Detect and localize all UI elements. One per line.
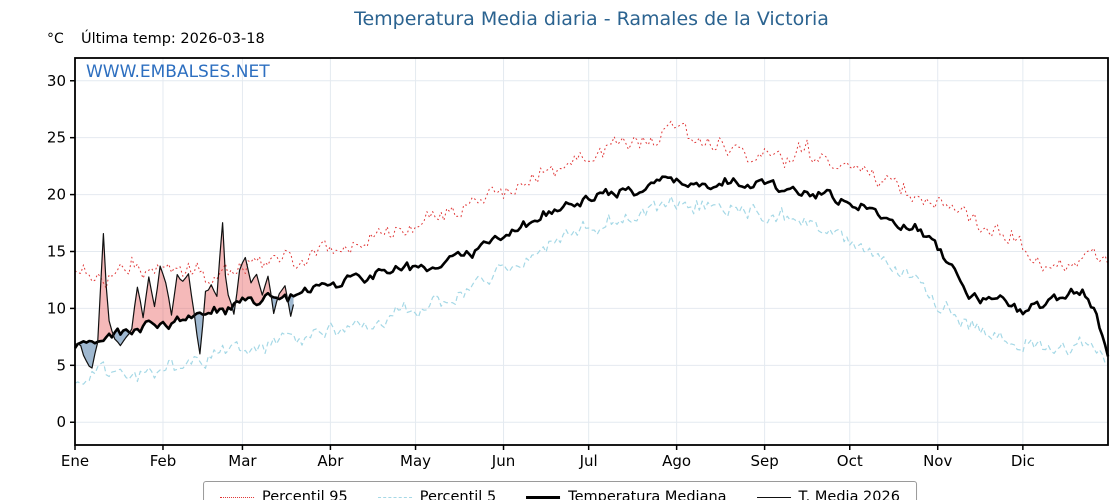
legend-item-media-2026: T. Media 2026 bbox=[756, 489, 900, 500]
series-line-t-media-2026 bbox=[74, 222, 295, 369]
percentil-5-line-sample bbox=[377, 496, 412, 498]
y-tick-label: 0 bbox=[56, 413, 66, 431]
x-tick-label: Mar bbox=[228, 452, 257, 470]
legend: Percentil 95 Percentil 5 Temperatura Med… bbox=[203, 481, 917, 500]
legend-label-percentil-95: Percentil 95 bbox=[262, 489, 348, 500]
y-tick-label: 5 bbox=[56, 356, 66, 374]
media-2026-line-sample bbox=[756, 496, 791, 498]
x-tick-label: Feb bbox=[150, 452, 177, 470]
percentil-95-line-sample bbox=[220, 496, 255, 498]
x-tick-label: Dic bbox=[1011, 452, 1035, 470]
legend-label-percentil-5: Percentil 5 bbox=[419, 489, 497, 500]
y-axis-unit-label: °C bbox=[47, 31, 64, 47]
legend-item-percentil-5: Percentil 5 bbox=[377, 489, 497, 500]
x-tick-label: Ene bbox=[61, 452, 89, 470]
x-tick-label: Jun bbox=[491, 452, 515, 470]
mediana-line-sample bbox=[526, 495, 561, 499]
x-tick-label: Abr bbox=[317, 452, 344, 470]
series-line-temperatura-mediana bbox=[73, 175, 1110, 357]
x-tick-label: Sep bbox=[750, 452, 778, 470]
x-tick-label: Jul bbox=[579, 452, 598, 470]
x-tick-label: Ago bbox=[662, 452, 691, 470]
x-tick-label: Nov bbox=[923, 452, 952, 470]
x-tick-label: Oct bbox=[837, 452, 863, 470]
y-tick-label: 15 bbox=[47, 243, 66, 261]
legend-label-media-2026: T. Media 2026 bbox=[798, 489, 900, 500]
chart-title: Temperatura Media diaria - Ramales de la… bbox=[354, 8, 829, 30]
legend-label-mediana: Temperatura Mediana bbox=[568, 489, 727, 500]
y-tick-label: 30 bbox=[47, 72, 66, 90]
y-tick-label: 10 bbox=[47, 299, 66, 317]
watermark: WWW.EMBALSES.NET bbox=[86, 62, 270, 82]
series-line-percentil-95 bbox=[74, 120, 1109, 289]
legend-item-mediana: Temperatura Mediana bbox=[526, 489, 727, 500]
legend-item-percentil-95: Percentil 95 bbox=[220, 489, 348, 500]
y-tick-label: 20 bbox=[47, 186, 66, 204]
last-temp-label: Última temp: 2026-03-18 bbox=[81, 31, 265, 47]
series-line-percentil-5 bbox=[74, 195, 1109, 385]
x-tick-label: May bbox=[400, 452, 431, 470]
y-tick-label: 25 bbox=[47, 129, 66, 147]
